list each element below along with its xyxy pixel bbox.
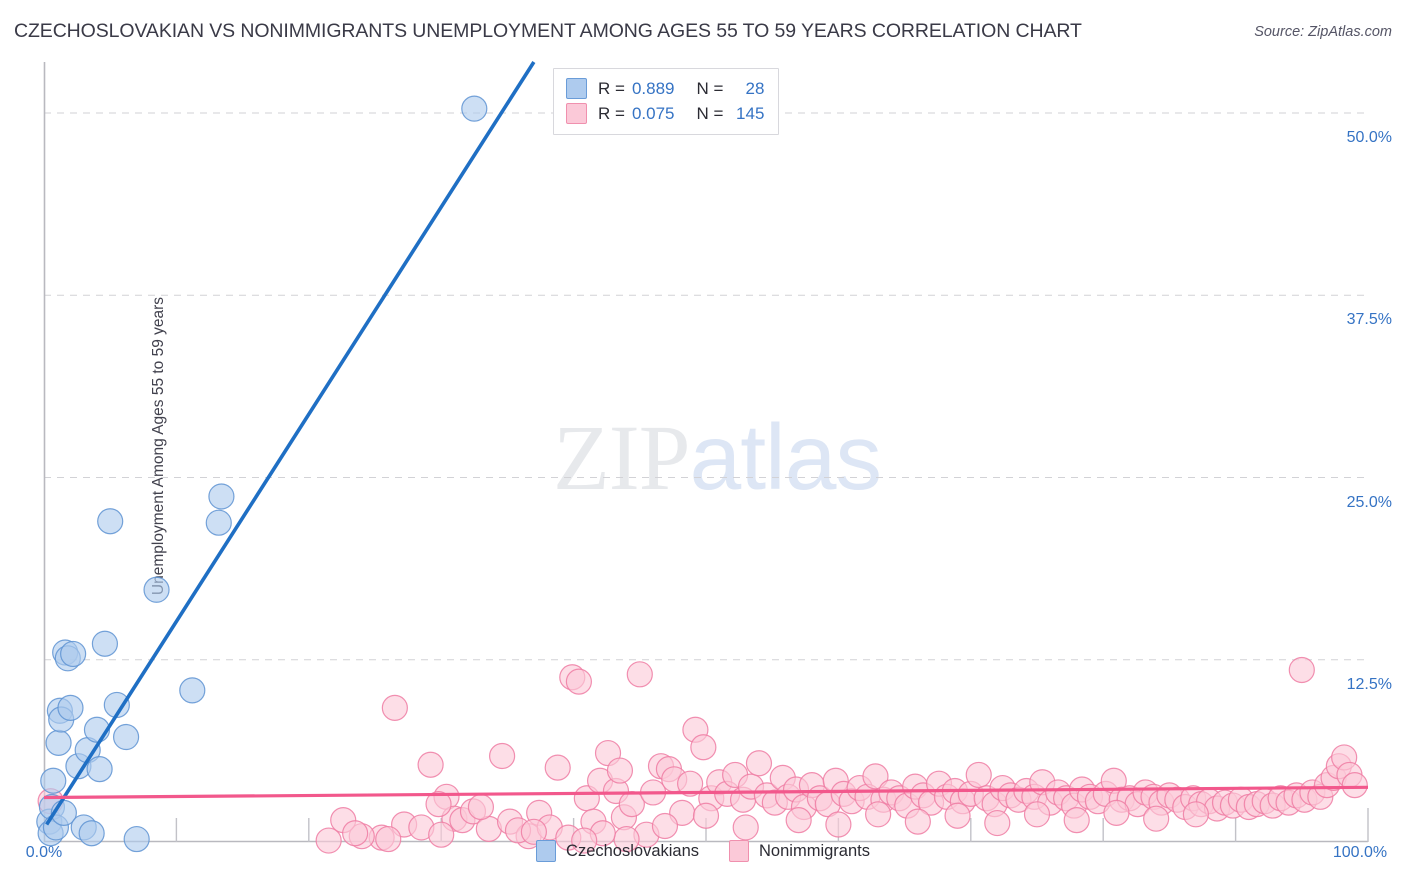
x-tick-label-max: 100.0% <box>1332 844 1388 861</box>
y-tick-label: 12.5% <box>1346 675 1392 693</box>
n-label-czechoslovakians: N = <box>696 78 724 98</box>
y-tick-label: 50.0% <box>1346 129 1392 147</box>
n-value-czechoslovakians: 28 <box>745 78 765 98</box>
y-tick-label: 25.0% <box>1346 493 1392 511</box>
r-label-nonimmigrants: R = <box>598 103 625 123</box>
gridlines <box>44 112 1368 661</box>
source-label: Source: ZipAtlas.com <box>1254 24 1392 40</box>
stats-legend: R = 0.889 N = 28 R = 0.075 N = 145 <box>553 68 780 135</box>
watermark: ZIPatlas <box>553 404 882 512</box>
series-legend-item-nonimmigrants[interactable]: Nonimmigrants <box>729 840 870 862</box>
stats-legend-row-czechoslovakians: R = 0.889 N = 28 <box>566 76 764 101</box>
series-legend-swatch-nonimmigrants <box>729 840 750 862</box>
series-legend-label-nonimmigrants: Nonimmigrants <box>759 841 870 860</box>
trend-lines <box>43 61 1369 826</box>
stats-legend-row-nonimmigrants: R = 0.075 N = 145 <box>566 101 764 126</box>
series-legend-item-czechoslovakians[interactable]: Czechoslovakians <box>536 840 699 862</box>
x-tick-label-min: 0.0% <box>25 844 63 861</box>
r-value-nonimmigrants: 0.075 <box>631 103 675 123</box>
series-legend-swatch-czechoslovakians <box>536 840 557 862</box>
r-label-czechoslovakians: R = <box>598 78 625 98</box>
legend-swatch-nonimmigrants <box>566 103 587 124</box>
legend-swatch-czechoslovakians <box>566 78 587 99</box>
nonimmigrants-points <box>37 656 1368 854</box>
series-legend-label-czechoslovakians: Czechoslovakians <box>566 841 700 860</box>
n-label-nonimmigrants: N = <box>696 103 724 123</box>
czechoslovakians-points <box>36 95 488 853</box>
series-legend: Czechoslovakians Nonimmigrants <box>0 840 1406 862</box>
n-value-nonimmigrants: 145 <box>736 103 765 123</box>
r-value-czechoslovakians: 0.889 <box>631 78 675 98</box>
y-tick-label: 37.5% <box>1346 311 1392 329</box>
page-title: CZECHOSLOVAKIAN VS NONIMMIGRANTS UNEMPLO… <box>14 20 1082 42</box>
watermark-atlas: atlas <box>689 405 882 509</box>
watermark-zip: ZIP <box>553 407 690 510</box>
